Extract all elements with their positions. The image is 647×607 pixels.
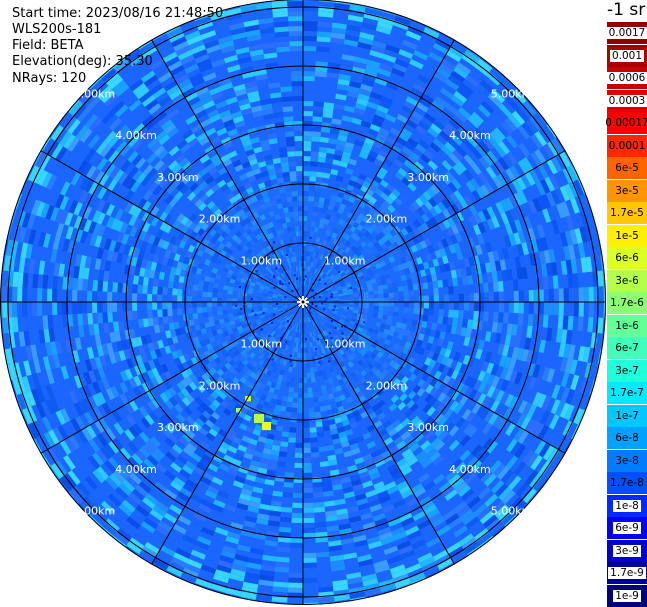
field-label: Field: BETA	[12, 38, 84, 53]
colorbar-tick-label: 1.7e-5	[610, 207, 644, 219]
colorbar-swatch: 0.00017	[605, 112, 647, 134]
colorbar-swatch: 3e-5	[607, 179, 647, 202]
range-ring-label: 1.00km	[241, 338, 283, 351]
colorbar-tick-label: 3e-6	[615, 274, 639, 287]
colorbar-tick-label: 6e-8	[615, 432, 639, 444]
colorbar-swatch: 1e-7	[607, 404, 647, 427]
colorbar-tick-label: 6e-5	[615, 162, 639, 174]
range-ring-label: 3.00km	[157, 171, 199, 184]
elevation-label: Elevation(deg): 35.30	[12, 54, 153, 69]
range-ring-label: 4.00km	[449, 463, 491, 476]
colorbar-tick-label: 1e-5	[615, 229, 639, 242]
colorbar-swatch: 1e-6	[607, 314, 647, 337]
colorbar-tick-label: 1.7e-9	[608, 567, 646, 579]
colorbar-swatch: 1.7e-5	[607, 202, 647, 224]
range-ring-label: 2.00km	[199, 379, 241, 392]
colorbar-swatch: 0.0006	[606, 67, 647, 89]
colorbar-swatch: 3e-7	[607, 359, 647, 382]
colorbar-swatch: 1.7e-6	[607, 292, 647, 314]
range-ring-label: 4.00km	[449, 129, 491, 142]
colorbar-tick-label: 3e-7	[615, 364, 639, 377]
colorbar-swatch: 1e-5	[607, 224, 647, 247]
range-ring-label: 3.00km	[157, 421, 199, 434]
colorbar-swatch: 1.7e-8	[607, 472, 647, 494]
start-time-label: Start time: 2023/08/16 21:48:50	[12, 6, 224, 21]
range-ring-label: 1.00km	[241, 254, 283, 267]
colorbar-tick-label: 0.001	[609, 49, 645, 62]
colorbar-tick-label: 1e-7	[615, 409, 639, 422]
colorbar-tick-label: 6e-9	[613, 522, 641, 534]
colorbar-swatch: 3e-9	[607, 539, 647, 562]
colorbar-swatch: 1e-8	[607, 494, 647, 517]
range-ring-labels: 1.00km 1.00km 1.00km 1.00km 2.00km 2.00km 2.00…	[74, 87, 533, 517]
colorbar-tick-label: 1e-6	[615, 319, 639, 332]
colorbar-units-title: -1 sr	[607, 0, 646, 20]
colorbar-legend: 0.0017 0.001 0.0006 0.0003 0.00017 0.0001 6e-5…	[605, 22, 647, 607]
colorbar-tick-label: 1.7e-6	[610, 297, 644, 309]
range-ring-label: 1.00km	[324, 338, 366, 351]
range-ring-label: 4.00km	[115, 463, 157, 476]
range-ring-label: 2.00km	[366, 379, 408, 392]
radar-center-marker	[297, 296, 309, 308]
ppi-hotspots	[236, 396, 271, 431]
colorbar-swatch: 1.7e-7	[607, 382, 647, 404]
colorbar-swatch: 1e-9	[607, 584, 647, 607]
colorbar-swatch: 0.0001	[607, 134, 647, 157]
colorbar-swatch: 0.0003	[606, 89, 647, 112]
colorbar-swatch: 6e-5	[607, 157, 647, 179]
colorbar-tick-label: 1e-9	[613, 589, 641, 602]
colorbar-tick-label: 1.7e-8	[610, 477, 644, 489]
range-ring-label: 3.00km	[407, 171, 449, 184]
colorbar-swatch: 0.001	[607, 44, 647, 67]
azimuth-spokes	[0, 0, 606, 605]
nrays-label: NRays: 120	[12, 71, 87, 86]
colorbar-tick-label: 0.00017	[605, 117, 647, 129]
colorbar-swatch: 6e-9	[607, 517, 647, 539]
range-ring-label: 4.00km	[115, 129, 157, 142]
colorbar-tick-label: 3e-5	[615, 184, 639, 197]
colorbar-swatch: 6e-6	[607, 247, 647, 269]
range-ring-label: 5.00km	[74, 87, 116, 100]
range-ring-label: 3.00km	[407, 421, 449, 434]
colorbar-swatch: 1.7e-9	[607, 562, 647, 584]
colorbar-tick-label: 0.0001	[608, 139, 646, 152]
colorbar-tick-label: 1.7e-7	[610, 387, 644, 399]
colorbar-swatch: 6e-8	[607, 427, 647, 449]
colorbar-tick-label: 0.0003	[606, 94, 647, 107]
colorbar-swatch: 3e-6	[607, 269, 647, 292]
colorbar-swatch: 0.0017	[606, 22, 647, 44]
range-ring-label: 1.00km	[324, 254, 366, 267]
colorbar-swatch: 3e-8	[607, 449, 647, 472]
ppi-scan-plot: 1.00km 1.00km 1.00km 1.00km 2.00km 2.00km 2.00…	[0, 0, 606, 605]
range-ring-label: 5.00km	[491, 87, 533, 100]
colorbar-tick-label: 1e-8	[613, 499, 641, 512]
range-ring-label: 2.00km	[366, 213, 408, 226]
range-ring-label: 2.00km	[199, 213, 241, 226]
instrument-label: WLS200s-181	[12, 22, 102, 37]
colorbar-tick-label: 3e-9	[613, 544, 641, 557]
colorbar-tick-label: 0.0017	[606, 27, 647, 39]
colorbar-tick-label: 6e-6	[615, 252, 639, 264]
range-ring-label: 5.00km	[491, 505, 533, 518]
colorbar-tick-label: 3e-8	[615, 454, 639, 467]
colorbar-tick-label: 6e-7	[615, 342, 639, 354]
colorbar-tick-label: 0.0006	[606, 72, 647, 84]
colorbar-swatch: 6e-7	[607, 337, 647, 359]
range-ring-label: 5.00km	[74, 505, 116, 518]
